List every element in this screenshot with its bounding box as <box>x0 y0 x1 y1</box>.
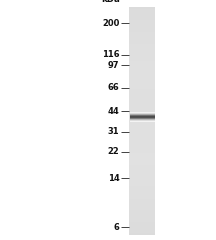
Text: 116: 116 <box>102 50 120 59</box>
Text: 31: 31 <box>108 127 120 136</box>
Text: 6: 6 <box>114 223 120 232</box>
Text: 66: 66 <box>108 83 120 92</box>
Text: 14: 14 <box>108 174 120 183</box>
Text: 97: 97 <box>108 61 120 70</box>
Text: kDa: kDa <box>101 0 120 4</box>
Text: 22: 22 <box>108 147 120 156</box>
Text: 44: 44 <box>108 107 120 116</box>
Text: 200: 200 <box>102 19 120 28</box>
